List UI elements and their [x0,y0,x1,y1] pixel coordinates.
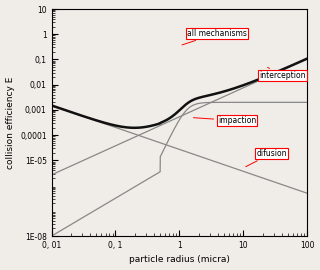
Text: interception: interception [260,68,306,80]
Text: impaction: impaction [193,116,256,125]
X-axis label: particle radius (micra): particle radius (micra) [129,255,230,264]
Text: all mechanisms: all mechanisms [182,29,246,45]
Text: difusion: difusion [246,149,287,167]
Y-axis label: collision efficiency E: collision efficiency E [5,76,14,169]
